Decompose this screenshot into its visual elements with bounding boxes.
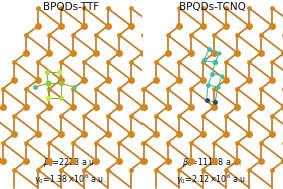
Text: BPQDs-TTF: BPQDs-TTF [43, 2, 99, 12]
Text: $\beta_0$=2228 a.u.: $\beta_0$=2228 a.u. [43, 156, 98, 169]
Text: $\beta_0$=11128 a.u.: $\beta_0$=11128 a.u. [182, 156, 242, 169]
Text: $\gamma_0$=2.12$\times$10$^6$ a.u.: $\gamma_0$=2.12$\times$10$^6$ a.u. [176, 173, 248, 187]
Text: $\gamma_0$=1.38$\times$10$^6$ a.u.: $\gamma_0$=1.38$\times$10$^6$ a.u. [35, 173, 107, 187]
Text: BPQDs-TCNQ: BPQDs-TCNQ [179, 2, 246, 12]
